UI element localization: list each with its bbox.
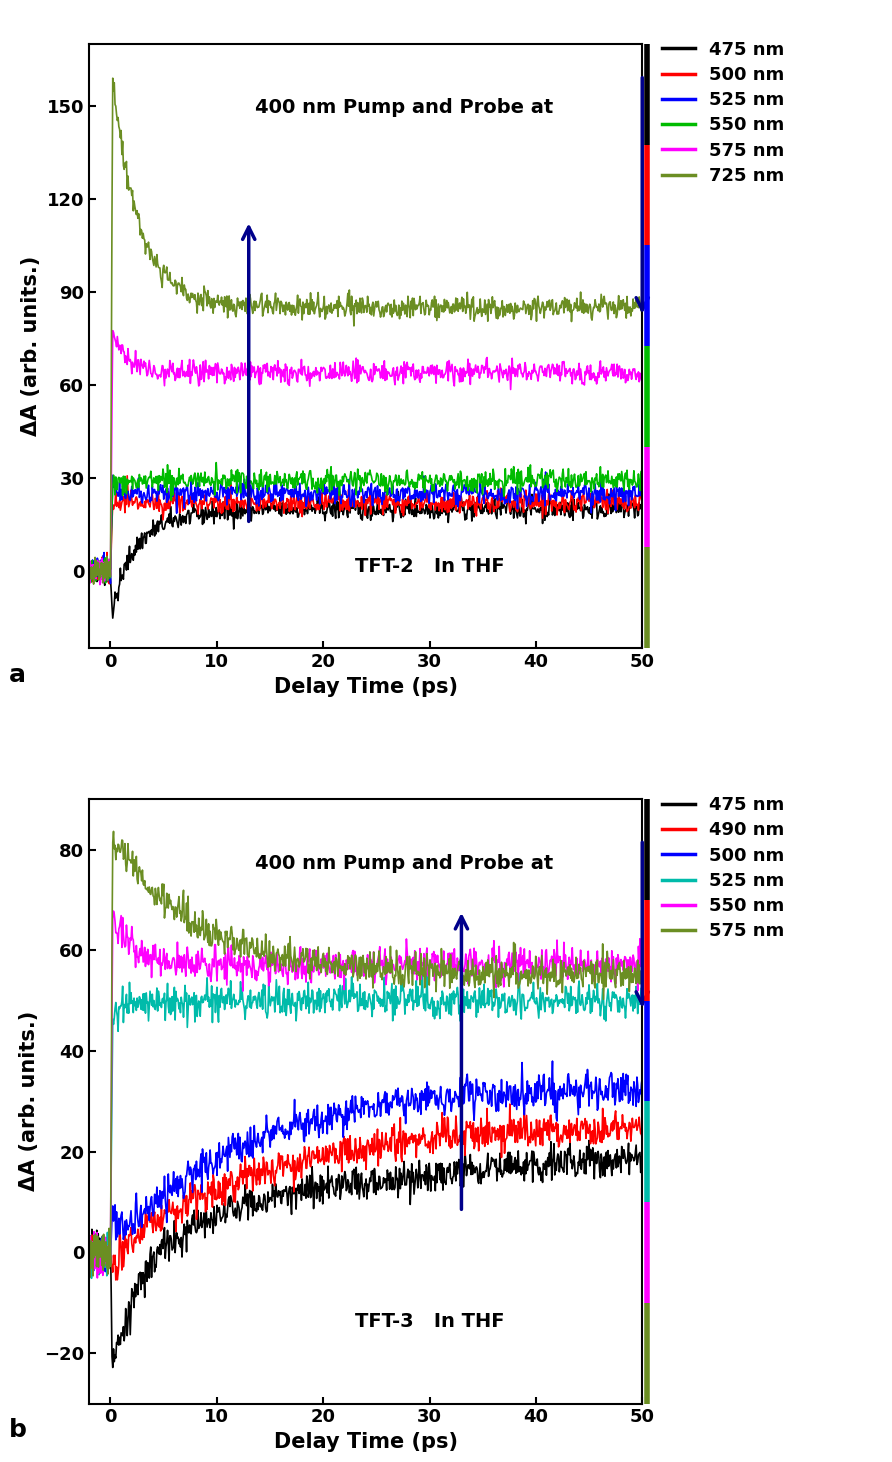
X-axis label: Delay Time (ps): Delay Time (ps) (274, 1431, 458, 1452)
X-axis label: Delay Time (ps): Delay Time (ps) (274, 677, 458, 696)
Text: b: b (9, 1418, 27, 1442)
Text: 400 nm Pump and Probe at: 400 nm Pump and Probe at (255, 98, 553, 117)
Text: TFT-3   In THF: TFT-3 In THF (355, 1311, 504, 1330)
Text: 400 nm Pump and Probe at: 400 nm Pump and Probe at (255, 854, 553, 873)
Text: a: a (9, 662, 26, 687)
Y-axis label: ΔA (arb. units.): ΔA (arb. units.) (21, 256, 41, 436)
Y-axis label: ΔA (arb. units.): ΔA (arb. units.) (19, 1012, 38, 1192)
Legend: 475 nm, 490 nm, 500 nm, 525 nm, 550 nm, 575 nm: 475 nm, 490 nm, 500 nm, 525 nm, 550 nm, … (663, 797, 785, 940)
Legend: 475 nm, 500 nm, 525 nm, 550 nm, 575 nm, 725 nm: 475 nm, 500 nm, 525 nm, 550 nm, 575 nm, … (663, 41, 785, 184)
Text: TFT-2   In THF: TFT-2 In THF (355, 557, 504, 576)
